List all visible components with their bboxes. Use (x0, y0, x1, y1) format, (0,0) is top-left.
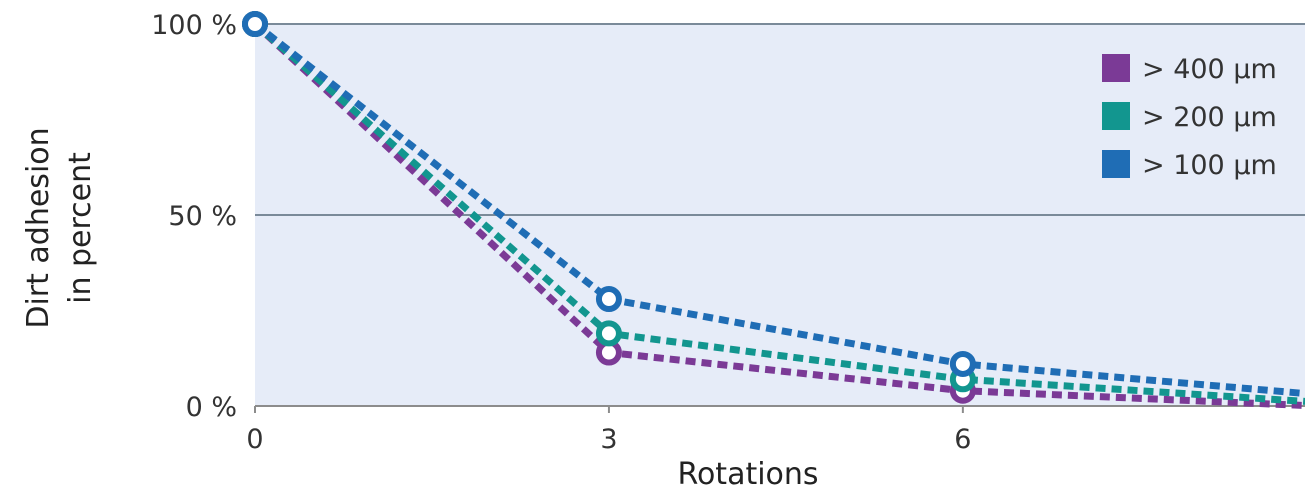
y-axis-title-line-1: Dirt adhesion (21, 127, 56, 328)
x-axis: 0 3 6 (246, 405, 1305, 455)
series-3 (242, 11, 1305, 398)
series-line (252, 21, 1305, 409)
y-axis-title-line-2: in percent (63, 152, 98, 304)
y-tick-label: 0 % (186, 392, 237, 423)
y-tick-label: 100 % (151, 10, 237, 41)
legend-swatch (1102, 150, 1130, 178)
gridlines (255, 23, 1305, 216)
series-line (252, 21, 1305, 405)
legend-swatch (1102, 102, 1130, 130)
x-axis-title: Rotations (677, 457, 818, 492)
legend-swatch (1102, 54, 1130, 82)
data-point-marker (595, 286, 622, 313)
legend-label: > 200 µm (1142, 102, 1277, 133)
y-axis-title: Dirt adhesion in percent (21, 127, 98, 328)
y-axis: 0 % 50 % 100 % (151, 10, 237, 423)
y-tick-label: 50 % (168, 201, 237, 232)
data-point-marker (949, 350, 976, 377)
series-layer (242, 11, 1305, 409)
legend-label: > 100 µm (1142, 150, 1277, 181)
x-tick-label: 3 (600, 424, 617, 455)
x-tick-label: 6 (954, 424, 971, 455)
legend-label: > 400 µm (1142, 54, 1277, 85)
legend: > 400 µm > 200 µm > 100 µm (1102, 54, 1277, 181)
series-line (252, 21, 1305, 398)
data-point-marker (595, 320, 622, 347)
data-point-marker (242, 11, 268, 37)
x-tick-label: 0 (246, 424, 263, 455)
